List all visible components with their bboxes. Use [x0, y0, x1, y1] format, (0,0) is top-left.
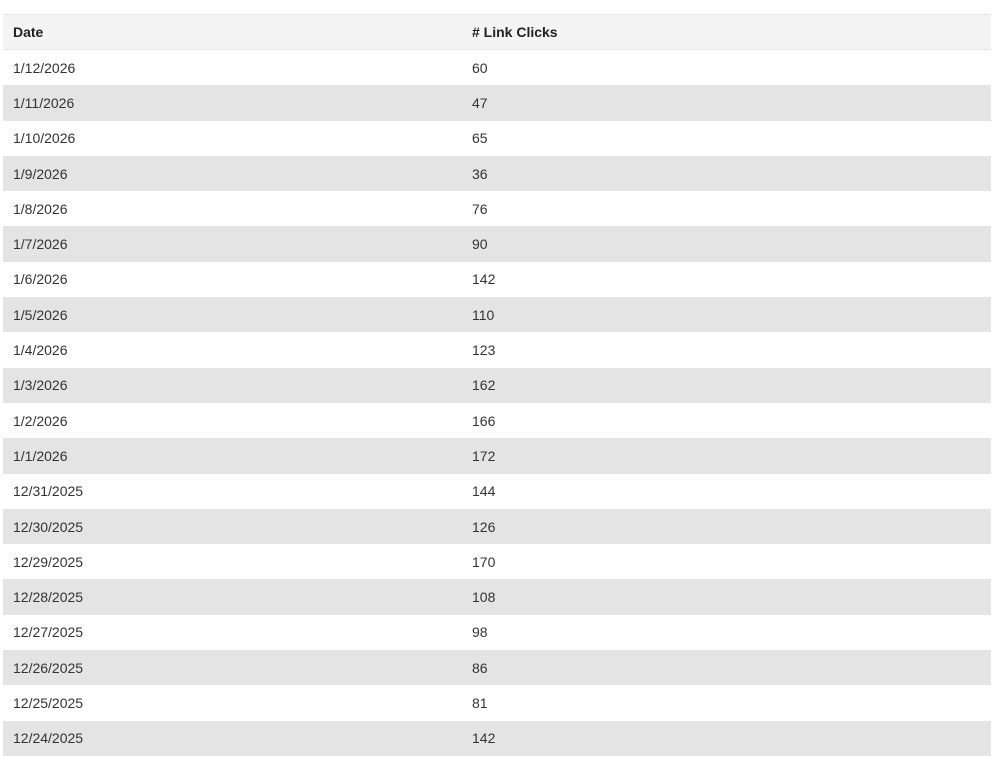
column-header-link-clicks[interactable]: # Link Clicks [472, 24, 558, 40]
date-cell: 1/8/2026 [13, 200, 68, 217]
table-row: 12/26/2025 86 [3, 650, 991, 686]
link-clicks-cell: 166 [472, 412, 496, 429]
table-header: Date # Link Clicks [3, 14, 991, 50]
table-row: 12/29/2025 170 [3, 544, 991, 579]
date-cell: 12/30/2025 [13, 518, 84, 535]
table-row: 1/9/2026 36 [3, 155, 991, 192]
table-row: 1/8/2026 76 [3, 191, 991, 226]
link-clicks-cell: 142 [472, 730, 496, 747]
date-cell: 12/24/2025 [13, 730, 84, 747]
link-clicks-cell: 126 [472, 518, 496, 535]
link-clicks-cell: 98 [472, 624, 488, 641]
link-clicks-cell: 65 [472, 130, 488, 147]
date-cell: 1/9/2026 [13, 165, 68, 182]
link-clicks-cell: 110 [472, 306, 495, 323]
date-cell: 1/4/2026 [13, 342, 68, 359]
link-clicks-cell: 47 [472, 94, 488, 111]
link-clicks-cell: 60 [472, 59, 488, 76]
link-clicks-cell: 123 [472, 342, 496, 359]
date-cell: 12/29/2025 [13, 553, 84, 570]
date-cell: 1/2/2026 [13, 412, 68, 429]
date-cell: 1/6/2026 [13, 271, 68, 288]
table-row: 1/5/2026 110 [3, 297, 991, 333]
date-cell: 1/3/2026 [13, 377, 68, 394]
link-clicks-cell: 86 [472, 659, 488, 676]
date-cell: 1/11/2026 [13, 94, 75, 111]
table-row: 1/6/2026 142 [3, 262, 991, 297]
date-cell: 12/31/2025 [13, 483, 84, 500]
table-row: 1/12/2026 60 [3, 50, 991, 85]
link-clicks-cell: 144 [472, 483, 496, 500]
date-cell: 12/28/2025 [13, 589, 84, 606]
link-clicks-cell: 76 [472, 200, 488, 217]
date-cell: 12/26/2025 [13, 659, 84, 676]
table-row: 12/30/2025 126 [3, 508, 991, 545]
link-clicks-cell: 162 [472, 377, 496, 394]
date-cell: 1/10/2026 [13, 130, 76, 147]
date-cell: 12/27/2025 [13, 624, 84, 641]
table-row: 1/7/2026 90 [3, 226, 991, 262]
table-row: 1/2/2026 166 [3, 403, 991, 438]
date-cell: 1/1/2026 [13, 447, 68, 464]
table-row: 12/25/2025 81 [3, 685, 991, 720]
link-clicks-cell: 90 [472, 236, 488, 253]
table-row: 12/28/2025 108 [3, 579, 991, 615]
date-cell: 1/7/2026 [13, 236, 68, 253]
table-row: 1/10/2026 65 [3, 121, 991, 156]
table-row: 12/24/2025 142 [3, 720, 991, 756]
link-clicks-cell: 172 [472, 447, 496, 464]
link-clicks-cell: 81 [472, 694, 488, 711]
table-row: 1/3/2026 162 [3, 367, 991, 403]
date-cell: 12/25/2025 [13, 694, 84, 711]
table-row: 12/27/2025 98 [3, 615, 991, 650]
date-cell: 1/5/2026 [13, 306, 68, 323]
table-row: 1/11/2026 47 [3, 85, 991, 121]
date-cell: 1/12/2026 [13, 59, 76, 76]
link-clicks-cell: 142 [472, 271, 496, 288]
column-header-date[interactable]: Date [13, 24, 44, 40]
table-row: 1/4/2026 123 [3, 332, 991, 367]
link-clicks-cell: 108 [472, 589, 496, 606]
link-clicks-cell: 36 [472, 165, 488, 182]
link-clicks-table: Date # Link Clicks 1/12/2026 60 1/11/2026 4… [3, 14, 991, 756]
table-row: 1/1/2026 172 [3, 438, 991, 474]
link-clicks-cell: 170 [472, 553, 496, 570]
table-row: 12/31/2025 144 [3, 474, 991, 509]
